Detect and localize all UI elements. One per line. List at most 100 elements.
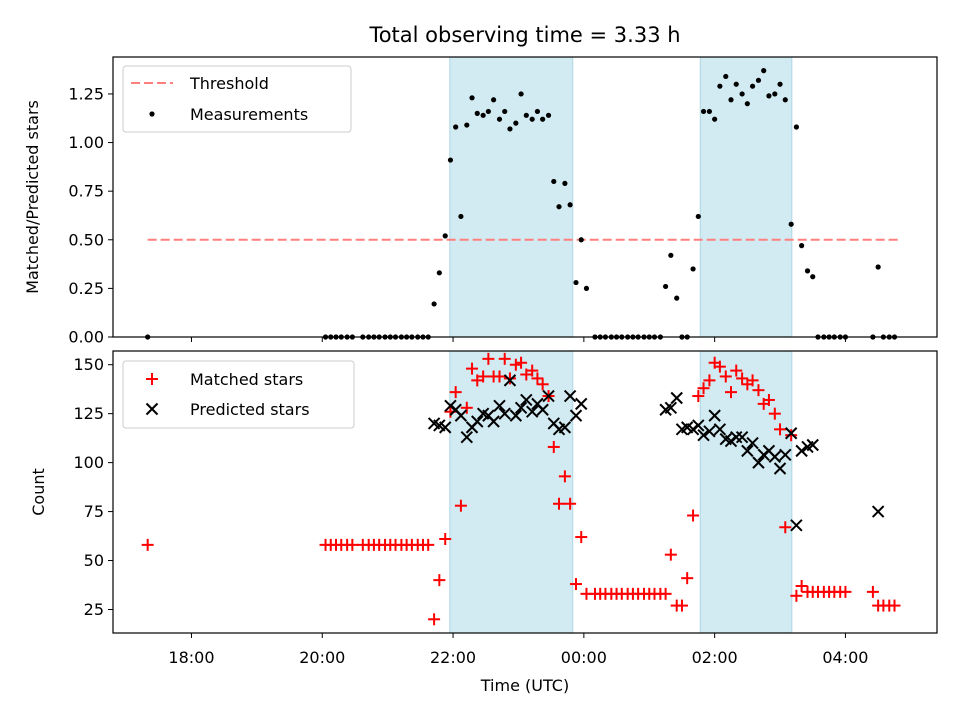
measurement-point [733, 81, 739, 87]
predicted-star-point [454, 409, 468, 422]
predicted-star-point [563, 389, 577, 403]
y-tick-label: 50 [84, 551, 104, 570]
matched-star-point [466, 362, 479, 375]
predicted-star-point [569, 409, 583, 422]
measurement-point [583, 285, 590, 291]
measurement-point [810, 274, 816, 280]
predicted-star-point [520, 393, 533, 407]
measurement-point [502, 108, 508, 115]
matched-star-point [449, 386, 462, 399]
matched-star-point [570, 578, 583, 591]
y-tick-label: 125 [73, 404, 104, 423]
predicted-star-point [768, 450, 782, 463]
matched-star-point [779, 521, 792, 534]
predicted-star-point [790, 519, 803, 532]
predicted-star-point [460, 430, 474, 444]
matched-star-point [659, 587, 672, 600]
measurement-point [717, 83, 723, 89]
predicted-star-point [713, 423, 727, 436]
measurement-point [447, 157, 454, 163]
top-x-ticks [190, 337, 846, 342]
chart-title: Total observing time = 3.33 h [368, 23, 680, 47]
matched-star-point [697, 382, 710, 395]
measurement-point [491, 97, 497, 103]
measurement-point [772, 91, 778, 97]
measurement-point [545, 112, 552, 118]
measurement-point [431, 301, 437, 307]
matched-star-point [498, 352, 511, 365]
predicted-star-point [735, 430, 749, 444]
matched-star-point [547, 440, 560, 453]
matched-star-point [795, 580, 808, 592]
bottom-legend: Matched stars Predicted stars [122, 360, 355, 429]
matched-star-point [515, 356, 528, 369]
measurements-legend-swatch [149, 111, 155, 117]
predicted-star-point [498, 407, 511, 420]
measurement-point [469, 95, 475, 101]
measurement-point [793, 124, 799, 130]
measurement-point [766, 93, 772, 99]
measurement-point [761, 68, 767, 74]
matched-star-point [730, 364, 743, 377]
y-tick-label: 1.25 [68, 84, 104, 103]
matched-star-point [493, 370, 506, 383]
matched-star-point [687, 509, 700, 522]
measurement-point [782, 97, 788, 103]
y-tick-label: 75 [84, 502, 104, 521]
predicted-star-point [503, 374, 517, 387]
matched-star-point [703, 374, 716, 387]
measurement-point [513, 120, 519, 126]
measurement-point [551, 178, 557, 185]
matched-legend-swatch [146, 373, 158, 385]
predicted-star-point [871, 505, 885, 518]
predicted-star-point [536, 403, 549, 416]
measurement-point [695, 213, 701, 220]
matched-star-point [888, 599, 901, 612]
measurement-point [875, 264, 881, 270]
predicted-star-point [697, 429, 710, 442]
bottom-x-ticks: 18:00 20:00 22:00 00:00 02:00 04:00 [168, 633, 868, 667]
top-y-ticks: 0.00 0.25 0.50 0.75 1.00 1.25 [68, 84, 113, 347]
x-tick-label: 00:00 [561, 648, 607, 667]
x-tick-label: 02:00 [692, 648, 738, 667]
measurement-point [474, 110, 480, 116]
y-tick-label: 1.00 [68, 133, 104, 152]
matched-star-point [536, 378, 549, 391]
predicted-star-point [692, 419, 705, 432]
matched-star-point [774, 423, 787, 436]
x-tick-label: 20:00 [299, 648, 345, 667]
top-axes-frame [112, 56, 938, 338]
matched-legend-label: Matched stars [190, 370, 303, 389]
matched-star-point [752, 384, 765, 397]
measurement-point [567, 202, 573, 208]
measurement-point [674, 295, 680, 301]
observing-window-2 [699, 56, 793, 338]
measurement-point [723, 73, 729, 80]
x-tick-label: 04:00 [822, 648, 868, 667]
predicted-legend-label: Predicted stars [190, 400, 310, 419]
matched-star-point [719, 370, 732, 383]
top-y-axis-label: Matched/Predicted stars [23, 100, 42, 294]
matched-star-point [746, 374, 759, 387]
predicted-star-point [514, 401, 528, 414]
predicted-star-point [784, 427, 798, 440]
measurement-point [578, 237, 584, 243]
x-axis-label: Time (UTC) [480, 676, 569, 695]
predicted-legend-swatch [145, 402, 159, 416]
predicted-star-point [703, 425, 716, 438]
count-points [141, 352, 901, 626]
matched-star-point [433, 574, 446, 587]
matched-star-point [141, 538, 154, 551]
predicted-star-point [746, 436, 759, 450]
predicted-star-point [752, 456, 765, 469]
measurement-point [573, 279, 579, 286]
matched-star-point [477, 370, 490, 383]
predicted-star-point [670, 391, 683, 405]
measurement-point [442, 233, 448, 239]
measurement-point [700, 108, 707, 115]
measurement-point [712, 116, 718, 122]
y-tick-label: 0.75 [68, 182, 104, 201]
matched-star-point [482, 352, 495, 365]
predicted-star-point [708, 409, 721, 422]
predicted-star-point [575, 397, 588, 411]
